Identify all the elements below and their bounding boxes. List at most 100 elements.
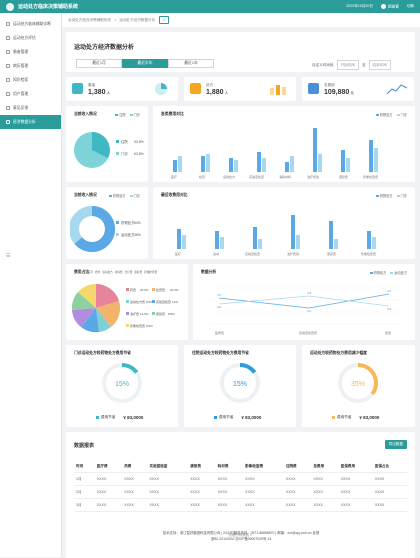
bar [313,128,317,172]
bar [257,152,261,172]
pie-label: 康复费 [156,311,165,316]
breadcrumb-item[interactable]: 运动处方临床决策辅助系统 [68,17,112,22]
svg-text:63.5%: 63.5% [134,152,144,156]
gauge-fill [220,363,260,403]
svg-text:33.5%: 33.5% [134,140,144,144]
bar [253,227,257,249]
fee2-bar-card: 最近收费用对比 药物处方 门诊 医疗 运动 实验室检查 治疗费用 康复费 影像检查费 [153,187,415,259]
menu-icon [6,36,10,40]
svg-text:3.5: 3.5 [387,307,392,311]
gauge-value: 35% [351,381,365,388]
menu-icon [6,64,10,68]
sidebar-item-users[interactable]: 用户管理 [0,87,61,101]
tab-last-year[interactable]: 最近1年 [168,59,214,68]
bar [372,237,376,249]
menu-icon [6,50,10,54]
trend-line-chart: 4.5 4.6 4.9 4.0 4.5 3.5 医学费 实验室检查费 费用 [209,287,404,335]
tab-last-month[interactable]: 最近1月 [76,59,122,68]
svg-text:治疗费用: 治疗费用 [307,174,319,179]
export-button[interactable]: 导出数据 [384,440,407,449]
fee-ratio-card: 费用占比 医疗 检查 运动处方 材料费 治疗费 康复费 影像检查费 药费 20.5% 检查费 2… [66,264,188,340]
gauge-outpatient-card: 门诊运动处方较药物处方费用节省 15% 费用节省 ¥ 83,0000 [66,345,178,427]
svg-text:医学费: 医学费 [215,330,224,335]
fee2-bar-chart: 医疗 运动 实验室检查 治疗费用 康复费 影像检查费 [175,215,376,256]
menu-icon [6,120,10,124]
bar [318,154,322,172]
sidebar-item-diagnosis[interactable]: 运动处方临床辅助诊断 [0,17,61,31]
breadcrumb-item: 运动处方经济数据分析 [119,17,156,22]
user-menu[interactable]: 超级管 [381,3,399,9]
svg-text:医疗: 医疗 [175,251,181,256]
close-tab-icon[interactable]: × [159,16,170,24]
svg-text:影像检查费: 影像检查费 [361,251,376,256]
bar [173,160,177,172]
bar [220,237,224,249]
svg-text:4.9: 4.9 [387,289,392,293]
sidebar-item-patients[interactable]: 患者管理 [0,45,61,59]
bar [285,162,289,172]
stat-patients: 患者 1,380人 [66,77,178,101]
donut-label: 药物处方 [121,220,135,225]
bar [329,221,333,249]
view-all-link[interactable]: 查看所有数据 ∨ [228,533,253,537]
sidebar-item-records[interactable]: 病历管理 [0,59,61,73]
app-title: 运动处方临床决策辅助系统 [18,4,79,10]
sidebar: 运动处方临床辅助诊断 运动处方评估 患者管理 病历管理 知识检索 用户管理 意见… [0,13,62,557]
pie-label: 门诊 [121,151,128,156]
table-row: 2月 XXXX XXXX XXXX XXXX XXXX XXXX XXXX XXXX XXXX XX… [74,485,407,499]
sidebar-item-knowledge[interactable]: 知识检索 [0,73,61,87]
svg-text:实验室检查: 实验室检查 [249,174,264,179]
sidebar-item-economics[interactable]: 经济数据分析 [0,115,61,129]
pie-decoration-icon [155,83,167,95]
svg-text:4.5: 4.5 [217,293,222,297]
bar [290,156,294,172]
income-donut-chart: 药物处方 64% 运动处方 36% [70,206,141,252]
svg-text:医疗: 医疗 [171,174,177,179]
tab-last-half-year[interactable]: 最近半年 [122,59,168,68]
period-tabs: 最近1月 最近半年 最近1年 [76,59,214,68]
end-date-input[interactable]: 结束时间 [368,60,391,70]
report-table: 时间 医疗费 药费 实验室检查 康复费 耗材费 影像检查费 住院费 总费用 医保费用 医保占比 1月… [74,460,407,512]
gauge-reduction: 35% [338,363,378,403]
svg-text:8.5%: 8.5% [146,300,153,304]
svg-text:8.5%: 8.5% [146,324,153,328]
menu-icon [6,106,10,110]
bar [262,158,266,172]
gauge-fill [338,363,378,403]
svg-text:消耗材料: 消耗材料 [279,174,291,179]
page-header: 运动处方经济数据分析 最近1月 最近半年 最近1年 自定义时间段 开始时间 至 … [66,32,415,72]
date-display: 2020年10月20日 [346,3,374,8]
pie-slice [96,308,111,332]
donut-label: 运动处方 [121,232,135,237]
money-icon [308,83,319,94]
fee-bar-card: 各类费用对比 药物处方 门诊 医疗 检查 运动处方 实验室检查 消耗材料 治疗费用 康复费 影像… [153,106,415,182]
table-row: 1月 XXXX XXXX XXXX XXXX XXXX XXXX XXXX XXXX XXXX XX… [74,472,407,486]
svg-text:康复费: 康复费 [327,251,336,256]
menu-icon [6,78,10,82]
gauge-value: 15% [115,381,129,388]
pie-slice [92,132,110,158]
bar [258,239,262,249]
sidebar-item-feedback[interactable]: 意见反馈 [0,101,61,115]
date-range: 自定义时间段 开始时间 至 结束时间 [312,60,391,70]
sidebar-item-assessment[interactable]: 运动处方评估 [0,31,61,45]
svg-text:4.5: 4.5 [307,291,312,295]
gauge-fill [102,363,142,403]
donut-slice [70,206,115,252]
svg-text:8.8%: 8.8% [168,312,175,316]
pie-slice [71,292,96,310]
svg-text:20.3%: 20.3% [170,288,179,292]
bar [346,158,350,172]
switch-button[interactable]: 切换 [406,3,414,8]
bar [178,156,182,172]
bar [177,229,181,249]
gauge-value: 15% [233,381,247,388]
bar [182,235,186,249]
start-date-input[interactable]: 开始时间 [336,60,359,70]
pie-label: 住院 [121,139,128,144]
prescription-icon [190,83,201,94]
svg-text:20.5%: 20.5% [140,288,149,292]
pie-label: 治疗费 [130,311,139,316]
collapse-icon[interactable]: ☰ [6,253,11,259]
svg-text:运动: 运动 [213,251,219,256]
